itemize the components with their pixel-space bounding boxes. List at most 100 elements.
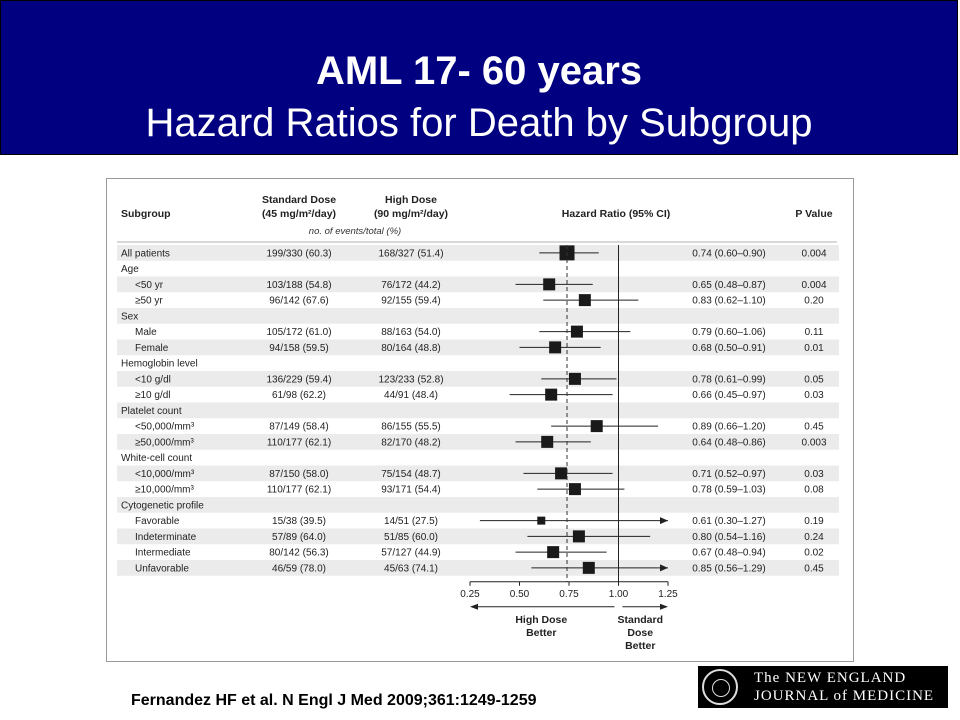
hazard-ratio-marker — [547, 546, 560, 559]
forest-plot: Subgroup Standard Dose (45 mg/m²/day) Hi… — [117, 194, 839, 652]
row-label: ≥10 g/dl — [135, 390, 171, 401]
header-p-value: P Value — [795, 208, 832, 220]
p-value: 0.004 — [801, 248, 826, 259]
high-dose-value: 75/154 (48.7) — [381, 469, 441, 480]
row-shade — [117, 276, 839, 293]
nejm-seal-icon — [702, 669, 738, 705]
standard-dose-value: 105/172 (61.0) — [266, 327, 331, 338]
row-shade — [117, 528, 839, 545]
high-dose-value: 80/164 (48.8) — [381, 343, 441, 354]
header-subgroup: Subgroup — [121, 208, 171, 220]
row-label: Sex — [121, 311, 138, 322]
hazard-ratio-marker — [543, 278, 556, 291]
hazard-ratio-ci-text: 0.89 (0.66–1.20) — [692, 422, 765, 433]
nejm-logo: The NEW ENGLAND JOURNAL of MEDICINE — [698, 666, 948, 708]
row-label: Male — [135, 327, 157, 338]
row-label: <50 yr — [135, 280, 164, 291]
hazard-ratio-marker — [582, 561, 595, 574]
hazard-ratio-marker — [570, 325, 583, 338]
high-dose-value: 14/51 (27.5) — [384, 516, 438, 527]
slide-subtitle: Hazard Ratios for Death by Subgroup — [145, 101, 813, 145]
row-shade — [117, 402, 839, 419]
p-value: 0.03 — [804, 390, 824, 401]
high-dose-value: 51/85 (60.0) — [384, 532, 438, 543]
row-label: Platelet count — [121, 406, 182, 417]
hazard-ratio-marker — [545, 388, 558, 401]
p-value: 0.19 — [804, 516, 824, 527]
direction-label-right: Dose — [627, 627, 653, 639]
citation: Fernandez HF et al. N Engl J Med 2009;36… — [131, 692, 537, 709]
standard-dose-value: 96/142 (67.6) — [269, 296, 329, 307]
direction-arrowhead-left — [470, 603, 478, 610]
row-label: Age — [121, 264, 139, 275]
row-shade — [117, 371, 839, 387]
hazard-ratio-ci-text: 0.80 (0.54–1.16) — [692, 532, 765, 543]
row-shade — [117, 560, 839, 576]
standard-dose-value: 110/177 (62.1) — [267, 437, 331, 448]
p-value: 0.004 — [801, 280, 826, 291]
hazard-ratio-marker — [590, 420, 603, 433]
high-dose-value: 76/172 (44.2) — [381, 280, 441, 291]
hazard-ratio-marker — [578, 294, 591, 307]
forest-plot-panel: Subgroup Standard Dose (45 mg/m²/day) Hi… — [106, 178, 854, 662]
hazard-ratio-marker — [549, 341, 562, 354]
row-shade — [117, 497, 839, 513]
hazard-ratio-ci-text: 0.83 (0.62–1.10) — [692, 296, 765, 307]
row-shade — [117, 308, 839, 324]
high-dose-value: 86/155 (55.5) — [381, 422, 441, 433]
high-dose-value: 44/91 (48.4) — [384, 390, 438, 401]
x-tick-label: 1.00 — [609, 589, 629, 600]
x-tick-label: 0.75 — [559, 589, 579, 600]
standard-dose-value: 87/149 (58.4) — [269, 422, 329, 433]
hazard-ratio-ci-text: 0.78 (0.59–1.03) — [692, 485, 765, 496]
p-value: 0.03 — [804, 469, 824, 480]
header-hazard-ratio: Hazard Ratio (95% CI) — [562, 208, 671, 220]
standard-dose-value: 199/330 (60.3) — [266, 248, 331, 259]
p-value: 0.45 — [804, 422, 824, 433]
high-dose-value: 92/155 (59.4) — [381, 296, 441, 307]
x-tick-label: 0.50 — [510, 589, 530, 600]
hazard-ratio-ci-text: 0.64 (0.48–0.86) — [692, 437, 765, 448]
row-shade — [117, 339, 839, 356]
direction-arrowhead-right — [660, 603, 668, 610]
row-label: ≥50 yr — [135, 296, 163, 307]
high-dose-value: 82/170 (48.2) — [381, 437, 441, 448]
p-value: 0.05 — [804, 374, 824, 385]
hazard-ratio-ci-text: 0.68 (0.50–0.91) — [692, 343, 765, 354]
hazard-ratio-marker — [572, 530, 585, 543]
hazard-ratio-ci-text: 0.79 (0.60–1.06) — [692, 327, 765, 338]
title-banner: AML 17- 60 years Hazard Ratios for Death… — [0, 0, 958, 155]
hazard-ratio-marker — [537, 516, 546, 525]
hazard-ratio-marker — [541, 435, 554, 448]
row-label: All patients — [121, 248, 170, 259]
header-high-dose: High Dose — [385, 194, 437, 206]
x-tick-label: 1.25 — [658, 589, 678, 600]
row-label: White-cell count — [121, 453, 192, 464]
standard-dose-value: 136/229 (59.4) — [266, 374, 331, 385]
standard-dose-value: 61/98 (62.2) — [272, 390, 326, 401]
high-dose-value: 88/163 (54.0) — [381, 327, 441, 338]
row-shade — [117, 434, 839, 450]
standard-dose-value: 57/89 (64.0) — [272, 532, 326, 543]
nejm-logo-line1: The NEW ENGLAND — [754, 670, 907, 686]
row-label: Hemoglobin level — [121, 359, 198, 370]
p-value: 0.003 — [801, 437, 826, 448]
row-label: Unfavorable — [135, 563, 189, 574]
p-value: 0.24 — [804, 532, 824, 543]
row-label: <50,000/mm³ — [135, 422, 195, 433]
hazard-ratio-ci-text: 0.71 (0.52–0.97) — [692, 469, 765, 480]
row-shade — [117, 245, 839, 261]
hazard-ratio-marker — [555, 467, 568, 480]
p-value: 0.01 — [804, 343, 824, 354]
hazard-ratio-ci-text: 0.74 (0.60–0.90) — [692, 248, 765, 259]
standard-dose-value: 94/158 (59.5) — [269, 343, 329, 354]
high-dose-value: 123/233 (52.8) — [378, 374, 443, 385]
header-high-dose-unit: (90 mg/m²/day) — [374, 208, 448, 220]
hazard-ratio-ci-text: 0.65 (0.48–0.87) — [692, 280, 765, 291]
direction-label-left: High Dose — [515, 614, 567, 626]
row-label: ≥10,000/mm³ — [135, 485, 195, 496]
ci-arrow-right — [660, 564, 668, 572]
header-standard-dose-unit: (45 mg/m²/day) — [262, 208, 336, 220]
standard-dose-value: 46/59 (78.0) — [272, 563, 326, 574]
standard-dose-value: 80/142 (56.3) — [269, 548, 329, 559]
